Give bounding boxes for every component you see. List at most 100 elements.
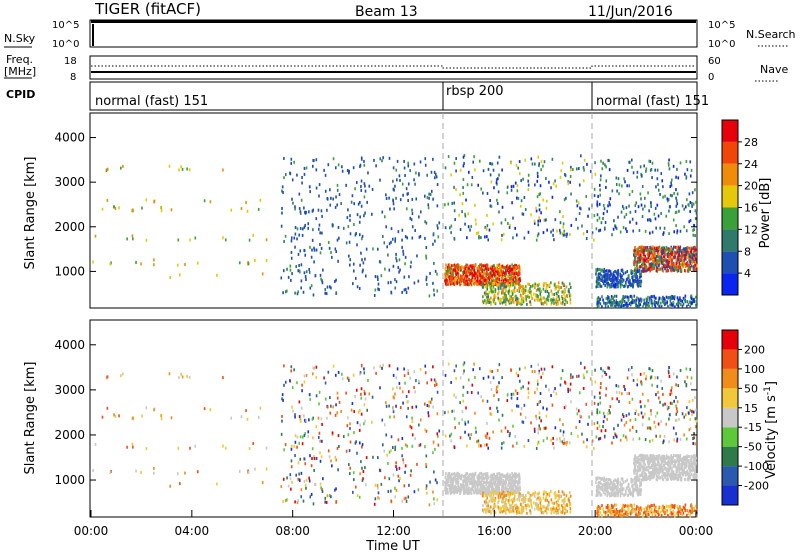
- power-cell: [634, 248, 636, 252]
- velocity-cell: [566, 504, 569, 508]
- velocity-cell: [447, 410, 450, 414]
- velocity-cell: [230, 416, 233, 420]
- power-cell: [501, 272, 503, 276]
- power-cell: [326, 285, 329, 289]
- power-cell: [535, 209, 538, 213]
- power-cell: [690, 246, 693, 250]
- power-cell: [570, 165, 572, 169]
- power-cell: [470, 281, 472, 285]
- power-cell: [375, 164, 377, 168]
- power-cell: [485, 267, 488, 271]
- velocity-cell: [194, 444, 197, 448]
- power-cell: [669, 185, 672, 189]
- velocity-cell: [569, 494, 572, 498]
- power-cell: [618, 303, 621, 307]
- velocity-cell: [469, 488, 472, 492]
- velocity-cell: [338, 444, 340, 448]
- velocity-cell: [390, 499, 393, 503]
- power-cell: [608, 283, 611, 287]
- velocity-cell: [593, 401, 596, 405]
- velocity-cell: [323, 376, 325, 380]
- velocity-cell: [548, 388, 550, 392]
- power-cell: [320, 277, 322, 281]
- power-cell: [391, 237, 394, 241]
- power-cell: [642, 250, 644, 254]
- velocity-cell: [487, 489, 490, 493]
- power-colorbar-segment: [722, 185, 738, 208]
- power-cell: [354, 187, 356, 191]
- velocity-cell: [290, 465, 293, 469]
- power-cell: [678, 259, 680, 263]
- power-cell: [563, 292, 565, 296]
- velocity-cell: [484, 489, 486, 493]
- power-cell: [352, 282, 354, 286]
- velocity-cell: [479, 488, 481, 492]
- velocity-cell: [466, 483, 469, 487]
- power-cell: [556, 285, 558, 289]
- velocity-cell: [427, 411, 430, 415]
- velocity-cell: [502, 479, 505, 483]
- power-cell: [398, 258, 401, 262]
- power-cell: [538, 216, 541, 220]
- power-cell: [675, 257, 677, 261]
- velocity-cell: [283, 383, 285, 387]
- velocity-cell: [307, 435, 310, 439]
- velocity-cell: [360, 460, 362, 464]
- velocity-cell: [513, 498, 515, 502]
- velocity-cell: [457, 482, 459, 486]
- power-cell: [383, 215, 386, 219]
- velocity-cell: [338, 400, 341, 404]
- velocity-cell: [410, 469, 412, 473]
- velocity-cell: [467, 433, 470, 437]
- power-cell: [527, 294, 529, 298]
- power-cell: [449, 226, 451, 230]
- velocity-cell: [475, 488, 478, 492]
- velocity-cell: [444, 481, 446, 485]
- power-cell: [504, 271, 506, 275]
- power-cell: [294, 207, 296, 211]
- power-cell: [554, 179, 556, 183]
- power-cell: [513, 272, 516, 276]
- power-cell: [501, 264, 504, 268]
- velocity-cell: [487, 481, 489, 485]
- power-cell: [505, 297, 508, 301]
- velocity-cell: [513, 480, 516, 484]
- velocity-cell: [510, 476, 512, 480]
- velocity-cell: [309, 397, 311, 401]
- power-cell: [671, 262, 674, 266]
- power-cell: [309, 190, 311, 194]
- power-cell: [524, 295, 527, 299]
- power-cell: [510, 188, 513, 192]
- power-cell: [597, 274, 600, 278]
- power-cell: [600, 221, 603, 225]
- velocity-cell: [122, 372, 124, 376]
- velocity-cell: [411, 416, 413, 420]
- velocity-cell: [494, 511, 497, 515]
- velocity-cell: [286, 476, 288, 480]
- velocity-cell: [475, 430, 477, 434]
- power-cell: [511, 263, 513, 267]
- power-cell: [692, 233, 695, 237]
- power-cell: [520, 302, 522, 306]
- power-cell: [488, 276, 490, 280]
- velocity-cell: [564, 441, 566, 445]
- power-cell: [313, 248, 316, 252]
- power-cell: [657, 183, 659, 187]
- power-cell: [338, 236, 340, 240]
- velocity-cell: [459, 436, 462, 440]
- velocity-cell: [477, 474, 480, 478]
- velocity-cell: [510, 368, 512, 372]
- velocity-cell: [467, 478, 470, 482]
- power-cell: [637, 251, 640, 255]
- power-cell: [558, 288, 560, 292]
- power-cell: [474, 271, 477, 275]
- velocity-cell: [515, 480, 518, 484]
- velocity-cell: [425, 462, 427, 466]
- velocity-cell: [506, 472, 509, 476]
- power-cell: [596, 200, 599, 204]
- velocity-cell: [510, 504, 513, 508]
- velocity-cell: [490, 480, 493, 484]
- power-cell: [284, 234, 287, 238]
- power-cell: [645, 304, 647, 308]
- velocity-cell: [564, 499, 566, 503]
